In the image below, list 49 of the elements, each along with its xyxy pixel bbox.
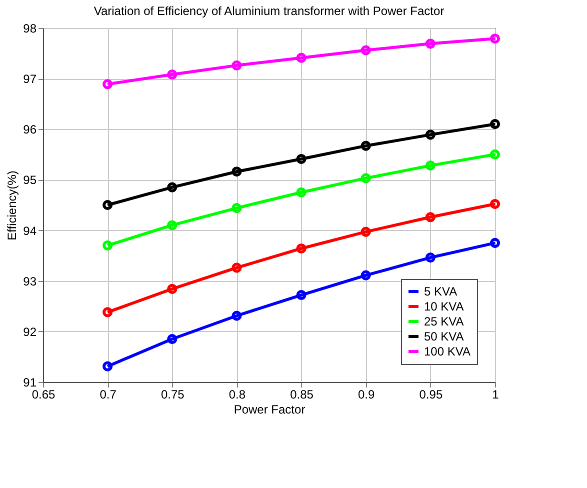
point (167, 334, 178, 344)
x-tick-label: 0.9 (358, 388, 376, 402)
y-tick-label: 93 (23, 274, 37, 288)
point (232, 310, 242, 321)
x-tick-label: 0.8 (228, 388, 246, 402)
y-tick-label: 94 (23, 224, 37, 238)
point (360, 45, 371, 56)
y-tick-label: 96 (23, 122, 37, 137)
chart-title: Variation of Efficiency of Aluminium transformer with Power Factor (94, 4, 444, 18)
y-tick-label: 97 (23, 72, 37, 86)
point (360, 226, 371, 237)
point (167, 69, 178, 80)
point (167, 284, 178, 294)
point (296, 154, 306, 164)
point (360, 270, 371, 280)
point (425, 212, 436, 222)
y-axis-title: Efficiency(%) (5, 170, 20, 240)
legend-label: 25 KVA (424, 314, 464, 328)
point (232, 166, 242, 177)
x-tick-label: 0.75 (160, 388, 185, 402)
x-axis-title: Power Factor (234, 402, 306, 416)
point (232, 60, 242, 70)
point (360, 140, 371, 151)
point (425, 252, 436, 263)
point (425, 38, 436, 49)
point (425, 130, 436, 140)
legend-label: 50 KVA (424, 330, 464, 344)
x-tick-label: 0.7 (100, 388, 117, 402)
point (296, 243, 306, 254)
x-tick-label: 0.95 (419, 388, 443, 402)
x-tick-label: 1 (492, 388, 500, 402)
point (232, 262, 242, 273)
point (296, 187, 306, 198)
legend-label: 10 KVA (424, 300, 464, 314)
legend-label: 100 KVA (424, 344, 470, 358)
x-tick-label: 0.85 (290, 388, 314, 402)
point (167, 182, 178, 192)
y-tick-label: 91 (23, 376, 37, 390)
point (360, 173, 371, 184)
y-tick-label: 95 (23, 173, 37, 188)
x-tick-label: 0.65 (32, 388, 56, 402)
point (167, 220, 178, 230)
point (296, 52, 306, 63)
point (232, 203, 242, 214)
y-tick-label: 92 (23, 324, 37, 339)
legend-label: 5 KVA (424, 284, 458, 298)
y-tick-label: 98 (23, 22, 37, 36)
point (296, 290, 306, 300)
point (425, 160, 436, 171)
